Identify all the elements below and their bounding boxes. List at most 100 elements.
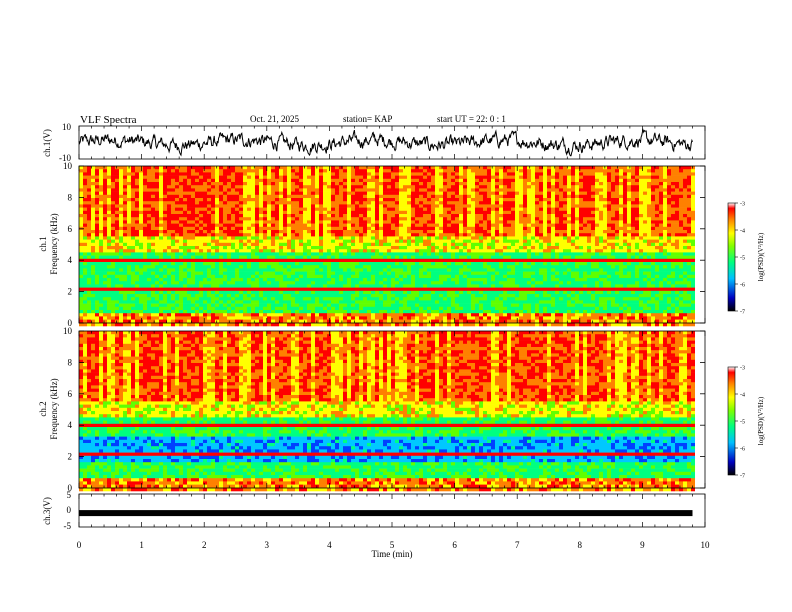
spectrogram-cell [171,290,175,295]
spectrogram-cell [283,188,287,192]
spectrogram-cell [339,198,343,202]
spectrogram-cell [467,249,471,253]
spectrogram-cell [371,204,375,208]
spectrogram-cell [103,313,107,317]
spectrogram-cell [263,175,267,180]
spectrogram-cell [467,239,471,244]
spectrogram-cell [187,249,191,253]
spectrogram-cell [163,166,167,170]
spectrogram-cell [311,178,315,183]
spectrogram-cell [471,249,475,253]
spectrogram-cell [207,194,211,199]
spectrogram-cell [367,204,371,208]
spectrogram-cell [411,268,415,272]
spectrogram-cell [175,169,179,173]
spectrogram-cell [139,201,143,205]
spectrogram-cell [387,239,391,244]
spectrogram-cell [295,281,299,285]
spectrogram-cell [467,191,471,196]
spectrogram-cell [223,204,227,208]
spectrogram-cell [439,194,443,199]
spectrogram-cell [103,300,107,304]
spectrogram-cell [211,188,215,192]
spectrogram-cell [199,300,203,304]
spectrogram-cell [319,201,323,205]
spectrogram-cell [243,268,247,272]
spectrogram-cell [391,201,395,205]
spectrogram-cell [163,198,167,202]
spectrogram-cell [115,223,119,228]
spectrogram-cell [235,303,239,308]
spectrogram-cell [299,188,303,192]
spectrogram-cell [347,166,351,170]
spectrogram-cell [431,297,435,301]
spectrogram-cell [439,303,443,308]
spectrogram-cell [347,258,351,263]
spectrogram-cell [223,313,227,317]
spectrogram-cell [275,226,279,231]
spectrogram-cell [303,236,307,240]
spectrogram-cell [339,236,343,240]
spectrogram-cell [263,281,267,285]
spectrogram-cell [303,274,307,279]
spectrogram-cell [455,220,459,224]
spectrogram-cell [167,207,171,212]
spectrogram-cell [287,281,291,285]
spectrogram-cell [323,319,327,324]
spectrogram-cell [323,278,327,282]
spectrogram-cell [347,287,351,292]
spectrogram-cell [471,226,475,231]
spectrogram-cell [315,255,319,260]
spectrogram-cell [87,278,91,282]
spectrogram-cell [335,233,339,237]
spectrogram-cell [459,274,463,279]
spectrogram-cell [159,182,163,186]
spectrogram-cell [431,204,435,208]
spectrogram-cell [267,303,271,308]
spectrogram-cell [311,294,315,298]
spectrogram-cell [367,319,371,324]
spectrogram-cell [103,306,107,311]
spectrogram-cell [319,204,323,208]
spectrogram-cell [143,223,147,228]
spectrogram-cell [219,185,223,189]
spectrogram-cell [299,319,303,324]
spectrogram-cell [211,236,215,240]
spectrogram-cell [447,201,451,205]
spectrogram-cell [347,194,351,199]
spectrogram-cell [459,236,463,240]
spectrogram-cell [103,166,107,170]
spectrogram-cell [83,220,87,224]
spectrogram-cell [371,220,375,224]
spectrogram-cell [411,166,415,170]
spectrogram-cell [167,242,171,247]
spectrogram-cell [147,281,151,285]
spectrogram-cell [459,214,463,218]
spectrogram-cell [455,319,459,324]
spectrogram-cell [207,271,211,276]
spectrogram-cell [183,178,187,183]
spectrogram-cell [431,166,435,170]
spectrogram-cell [87,201,91,205]
spectrogram-cell [327,306,331,311]
spectrogram-cell [107,239,111,244]
spectrogram-cell [123,284,127,288]
spectrogram-cell [131,297,135,301]
spectrogram-cell [147,258,151,263]
spectrogram-cell [307,300,311,304]
spectrogram-cell [395,297,399,301]
spectrogram-cell [467,297,471,301]
spectrogram-cell [455,313,459,317]
spectrogram-cell [135,313,139,317]
spectrogram-cell [103,294,107,298]
spectrogram-cell [79,188,83,192]
spectrogram-cell [143,310,147,314]
spectrogram-cell [407,233,411,237]
spectrogram-cell [359,172,363,176]
spectrogram-cell [111,322,115,327]
spectrogram-cell [355,194,359,199]
spectrogram-cell [235,175,239,180]
spectrogram-cell [299,316,303,320]
spectrogram-cell [387,182,391,186]
spectrogram-cell [423,178,427,183]
